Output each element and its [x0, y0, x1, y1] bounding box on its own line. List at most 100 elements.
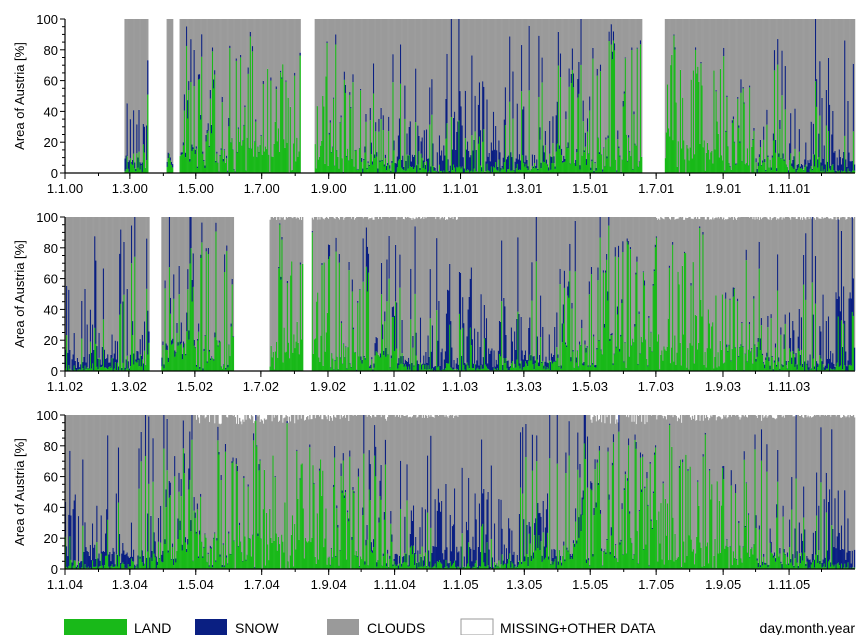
clouds-bar — [676, 19, 679, 167]
day-bar — [392, 19, 394, 173]
day-bar — [513, 19, 515, 173]
day-bar — [693, 217, 696, 371]
snow-bar — [87, 367, 90, 369]
clouds-bar — [223, 217, 225, 365]
snow-bar — [143, 126, 146, 153]
snow-bar — [429, 87, 431, 125]
clouds-bar — [232, 217, 235, 337]
day-bar — [409, 217, 411, 371]
snow-bar — [371, 161, 374, 165]
clouds-bar — [626, 217, 628, 239]
clouds-bar — [353, 19, 355, 167]
clouds-bar — [745, 217, 748, 250]
snow-bar — [528, 25, 530, 91]
land-bar — [458, 313, 461, 371]
snow-bar — [447, 159, 449, 171]
land-bar — [343, 79, 346, 173]
day-bar — [229, 19, 231, 173]
day-bar — [607, 217, 609, 371]
clouds-bar — [208, 217, 211, 350]
snow-bar — [384, 311, 386, 322]
clouds-bar — [232, 19, 234, 150]
clouds-bar — [438, 217, 440, 301]
day-bar — [430, 217, 433, 371]
day-bar — [700, 19, 702, 173]
land-bar — [418, 364, 421, 371]
land-bar — [616, 171, 618, 173]
day-bar — [703, 217, 705, 371]
day-bar — [285, 217, 288, 371]
land-bar — [805, 164, 807, 173]
snow-bar — [424, 165, 427, 170]
land-bar — [625, 367, 627, 371]
land-bar — [688, 369, 690, 371]
day-bar — [312, 219, 315, 371]
day-bar — [373, 219, 375, 371]
snow-bar — [474, 95, 476, 132]
snow-bar — [94, 236, 96, 328]
clouds-bar — [217, 19, 219, 163]
snow-bar — [413, 365, 415, 367]
clouds-bar — [751, 217, 753, 349]
snow-bar — [406, 361, 409, 370]
clouds-bar — [320, 19, 322, 146]
snow-bar — [416, 360, 419, 371]
snow-bar — [743, 102, 746, 104]
clouds-bar — [698, 218, 700, 343]
clouds-bar — [444, 19, 446, 156]
day-bar — [509, 217, 512, 371]
snow-bar — [352, 327, 355, 330]
day-bar — [821, 19, 823, 173]
clouds-bar — [549, 217, 552, 363]
snow-bar — [553, 355, 555, 362]
snow-bar — [849, 161, 851, 172]
snow-bar — [486, 99, 488, 164]
snow-bar — [281, 236, 283, 240]
land-bar — [360, 90, 362, 173]
day-bar — [728, 19, 730, 173]
snow-bar — [792, 159, 794, 168]
day-bar — [521, 19, 523, 173]
snow-bar — [203, 159, 205, 162]
clouds-bar — [217, 217, 219, 346]
clouds-bar — [598, 217, 600, 341]
clouds-bar — [741, 217, 743, 322]
day-bar — [562, 217, 565, 371]
land-bar — [766, 356, 768, 371]
land-bar — [188, 90, 190, 173]
day-bar — [704, 19, 707, 173]
clouds-bar — [561, 19, 563, 149]
land-bar — [211, 357, 213, 371]
land-bar — [192, 286, 195, 371]
land-bar — [752, 363, 754, 371]
snow-bar — [146, 125, 148, 161]
land-bar — [561, 342, 564, 371]
day-bar — [371, 19, 374, 173]
clouds-bar — [127, 19, 130, 163]
land-bar — [729, 166, 731, 173]
snow-bar — [436, 238, 438, 311]
snow-bar — [444, 351, 447, 369]
clouds-bar — [270, 217, 272, 346]
snow-bar — [778, 153, 780, 157]
snow-bar — [519, 160, 522, 170]
land-bar — [144, 350, 146, 371]
land-bar — [180, 343, 183, 371]
snow-bar — [672, 241, 674, 245]
land-bar — [725, 131, 727, 173]
clouds-bar — [469, 217, 472, 279]
day-bar — [224, 217, 226, 371]
snow-bar — [335, 34, 337, 45]
day-bar — [501, 19, 503, 173]
day-bar — [350, 218, 353, 371]
land-bar — [728, 163, 730, 173]
clouds-bar — [389, 19, 391, 166]
day-bar — [571, 19, 574, 173]
clouds-bar — [495, 217, 498, 360]
clouds-bar — [706, 217, 709, 349]
land-bar — [277, 357, 279, 371]
day-bar — [572, 19, 575, 173]
snow-bar — [526, 159, 528, 169]
land-bar — [430, 369, 433, 371]
day-bar — [386, 217, 388, 371]
